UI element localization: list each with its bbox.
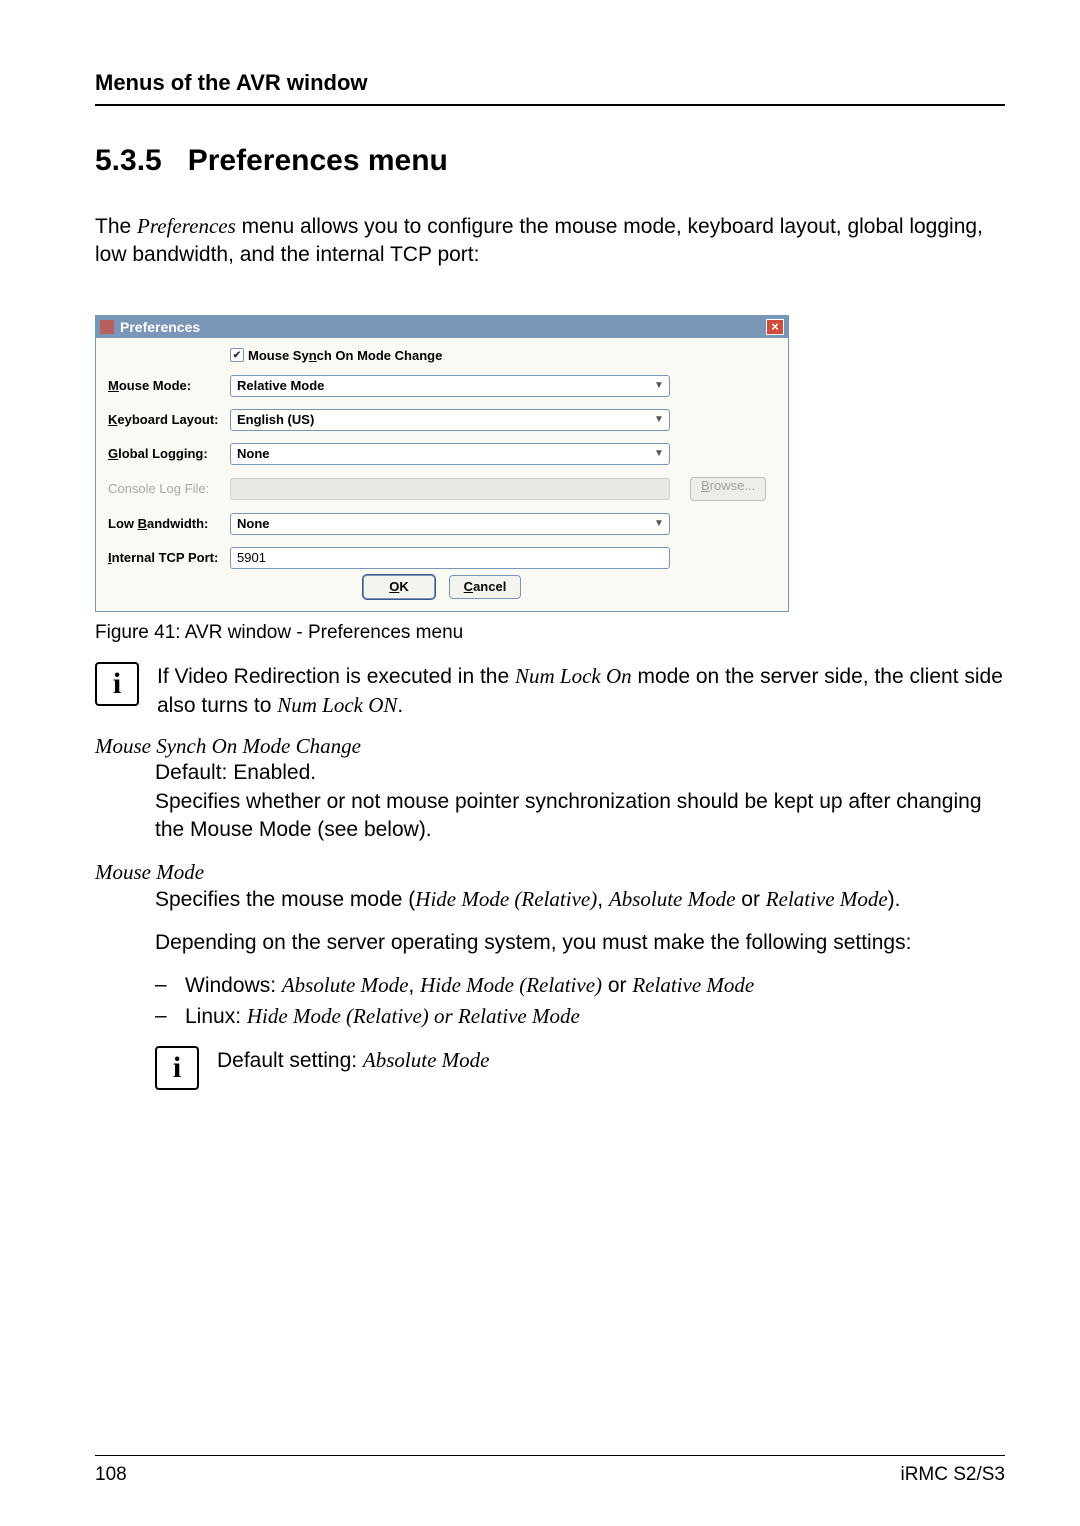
keyboard-layout-label: Keyboard Layout: [108, 412, 230, 427]
info-note-1: i If Video Redirection is executed in th… [95, 662, 1005, 721]
mouse-synch-checkbox[interactable]: ✔ Mouse Synch On Mode Change [230, 348, 442, 363]
preferences-dialog: Preferences × ✔ Mouse Synch On Mode Chan… [95, 315, 789, 612]
mouse-mode-value: Relative Mode [237, 378, 324, 393]
info-text: If Video Redirection is executed in the … [157, 662, 1005, 721]
close-button[interactable]: × [766, 319, 784, 335]
page-footer: 108 iRMC S2/S3 [95, 1455, 1005, 1486]
def2-term: Mouse Mode [95, 860, 1005, 885]
keyboard-layout-value: English (US) [237, 412, 314, 427]
cancel-button[interactable]: Cancel [449, 575, 521, 599]
info-note-2: i Default setting: Absolute Mode [155, 1046, 1005, 1090]
checkbox-icon: ✔ [230, 348, 244, 362]
chevron-down-icon: ▼ [649, 414, 669, 425]
app-icon [100, 320, 114, 334]
figure-caption: Figure 41: AVR window - Preferences menu [95, 622, 1005, 644]
chevron-down-icon: ▼ [649, 380, 669, 391]
low-bandwidth-value: None [237, 516, 270, 531]
checkbox-label: Mouse Synch On Mode Change [248, 348, 442, 363]
def1-term: Mouse Synch On Mode Change [95, 734, 1005, 759]
global-logging-value: None [237, 446, 270, 461]
def2-body: Specifies the mouse mode (Hide Mode (Rel… [155, 885, 1005, 1089]
console-log-label: Console Log File: [108, 481, 230, 496]
section-title: Preferences menu [188, 144, 448, 177]
browse-button: Browse... [690, 477, 766, 501]
ok-button[interactable]: OK [363, 575, 435, 599]
product-name: iRMC S2/S3 [900, 1464, 1005, 1486]
section-heading: 5.3.5 Preferences menu [95, 144, 1005, 178]
info-text: Default setting: Absolute Mode [217, 1046, 489, 1090]
mouse-mode-select[interactable]: Relative Mode ▼ [230, 375, 670, 397]
info-icon: i [95, 662, 139, 706]
def1-body: Default: Enabled. Specifies whether or n… [155, 759, 1005, 844]
chevron-down-icon: ▼ [649, 448, 669, 459]
tcp-port-input[interactable] [230, 547, 670, 569]
mouse-mode-label: Mouse Mode: [108, 378, 230, 393]
titlebar: Preferences × [96, 316, 788, 338]
global-logging-label: Global Logging: [108, 446, 230, 461]
intro-paragraph: The Preferences menu allows you to confi… [95, 212, 1005, 270]
intro-em: Preferences [137, 214, 236, 238]
section-number: 5.3.5 [95, 144, 162, 177]
page-number: 108 [95, 1464, 127, 1486]
list-item: –Windows: Absolute Mode, Hide Mode (Rela… [155, 971, 1005, 1000]
keyboard-layout-select[interactable]: English (US) ▼ [230, 409, 670, 431]
page-header: Menus of the AVR window [95, 70, 1005, 106]
intro-pre: The [95, 215, 137, 238]
info-icon: i [155, 1046, 199, 1090]
tcp-port-label: Internal TCP Port: [108, 550, 230, 565]
console-log-input [230, 478, 670, 500]
list-item: –Linux: Hide Mode (Relative) or Relative… [155, 1002, 1005, 1031]
low-bandwidth-select[interactable]: None ▼ [230, 513, 670, 535]
global-logging-select[interactable]: None ▼ [230, 443, 670, 465]
os-list: –Windows: Absolute Mode, Hide Mode (Rela… [155, 971, 1005, 1032]
titlebar-text: Preferences [120, 319, 200, 335]
chevron-down-icon: ▼ [649, 518, 669, 529]
low-bandwidth-label: Low Bandwidth: [108, 516, 230, 531]
